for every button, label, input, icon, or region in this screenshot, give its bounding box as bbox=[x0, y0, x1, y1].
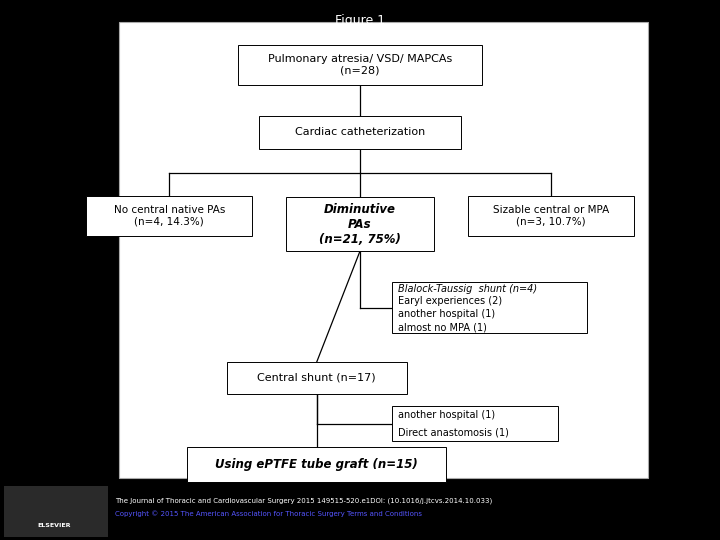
FancyBboxPatch shape bbox=[227, 362, 407, 394]
Text: Pulmonary atresia/ VSD/ MAPCAs
(n=28): Pulmonary atresia/ VSD/ MAPCAs (n=28) bbox=[268, 54, 452, 76]
Text: Figure 1: Figure 1 bbox=[335, 14, 385, 27]
FancyBboxPatch shape bbox=[392, 406, 558, 442]
FancyBboxPatch shape bbox=[4, 486, 108, 537]
Text: Central shunt (n=17): Central shunt (n=17) bbox=[258, 373, 376, 383]
Text: Blalock-Taussig  shunt (n=4): Blalock-Taussig shunt (n=4) bbox=[398, 284, 537, 294]
Text: another hospital (1): another hospital (1) bbox=[398, 410, 495, 420]
Text: Diminutive
PAs
(n=21, 75%): Diminutive PAs (n=21, 75%) bbox=[319, 202, 401, 246]
Text: Sizable central or MPA
(n=3, 10.7%): Sizable central or MPA (n=3, 10.7%) bbox=[492, 205, 609, 227]
Text: No central native PAs
(n=4, 14.3%): No central native PAs (n=4, 14.3%) bbox=[114, 205, 225, 227]
FancyBboxPatch shape bbox=[259, 116, 461, 148]
Text: almost no MPA (1): almost no MPA (1) bbox=[398, 322, 487, 332]
Text: another hospital (1): another hospital (1) bbox=[398, 309, 495, 319]
Text: The Journal of Thoracic and Cardiovascular Surgery 2015 149515-520.e1DOI: (10.10: The Journal of Thoracic and Cardiovascul… bbox=[115, 498, 492, 504]
Text: Copyright © 2015 The American Association for Thoracic Surgery Terms and Conditi: Copyright © 2015 The American Associatio… bbox=[115, 511, 422, 517]
Text: Direct anastomosis (1): Direct anastomosis (1) bbox=[398, 428, 509, 438]
FancyBboxPatch shape bbox=[392, 282, 587, 333]
FancyBboxPatch shape bbox=[468, 195, 634, 237]
Text: Cardiac catheterization: Cardiac catheterization bbox=[295, 127, 425, 137]
Text: Earyl experiences (2): Earyl experiences (2) bbox=[398, 296, 503, 306]
FancyBboxPatch shape bbox=[287, 197, 433, 251]
Text: Using ePTFE tube graft (n=15): Using ePTFE tube graft (n=15) bbox=[215, 458, 418, 471]
FancyBboxPatch shape bbox=[119, 22, 648, 478]
FancyBboxPatch shape bbox=[86, 195, 252, 237]
Text: ELSEVIER: ELSEVIER bbox=[37, 523, 71, 528]
FancyBboxPatch shape bbox=[238, 45, 482, 85]
FancyBboxPatch shape bbox=[187, 447, 446, 482]
